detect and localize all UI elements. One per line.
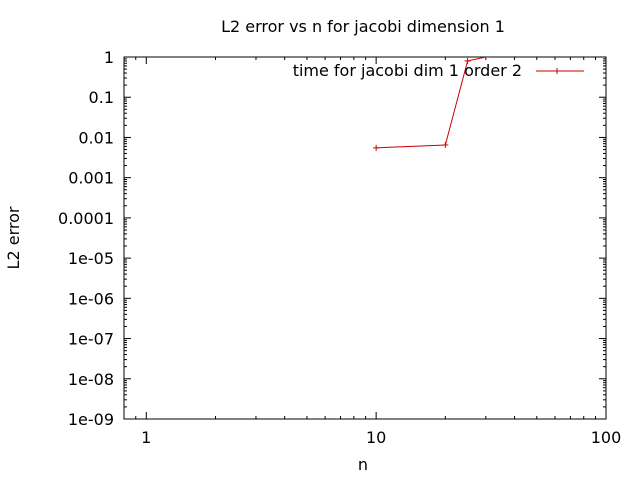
data-point (482, 57, 489, 60)
y-tick-label: 1 (104, 48, 114, 67)
axis-ticks: 1 0.1 0.01 0.001 0.0001 1e-05 1e-06 1e-07 1e-08 1… (58, 48, 621, 447)
x-tick-label: 100 (591, 428, 622, 447)
series-layer (373, 57, 489, 151)
data-point (464, 57, 471, 64)
y-tick-label: 1e-05 (68, 249, 114, 268)
x-axis-label: n (358, 455, 368, 474)
y-tick-label: 1e-09 (68, 410, 114, 429)
plot-area-frame (123, 56, 607, 420)
legend-label: time for jacobi dim 1 order 2 (293, 61, 522, 80)
x-tick-label: 1 (141, 428, 151, 447)
x-tick-label: 10 (366, 428, 386, 447)
chart-title: L2 error vs n for jacobi dimension 1 (221, 17, 505, 36)
y-tick-label: 0.1 (89, 88, 114, 107)
data-point (373, 144, 380, 151)
y-tick-label: 0.01 (78, 128, 114, 147)
data-point (442, 141, 449, 148)
y-tick-label: 0.001 (68, 169, 114, 188)
legend: time for jacobi dim 1 order 2 (293, 61, 584, 80)
y-tick-label: 1e-07 (68, 330, 114, 349)
series-0 (373, 57, 489, 151)
y-tick-label: 1e-06 (68, 289, 114, 308)
y-tick-label: 0.0001 (58, 209, 114, 228)
series-line (376, 57, 486, 149)
y-tick-label: 1e-08 (68, 370, 114, 389)
y-axis-label: L2 error (4, 206, 23, 269)
